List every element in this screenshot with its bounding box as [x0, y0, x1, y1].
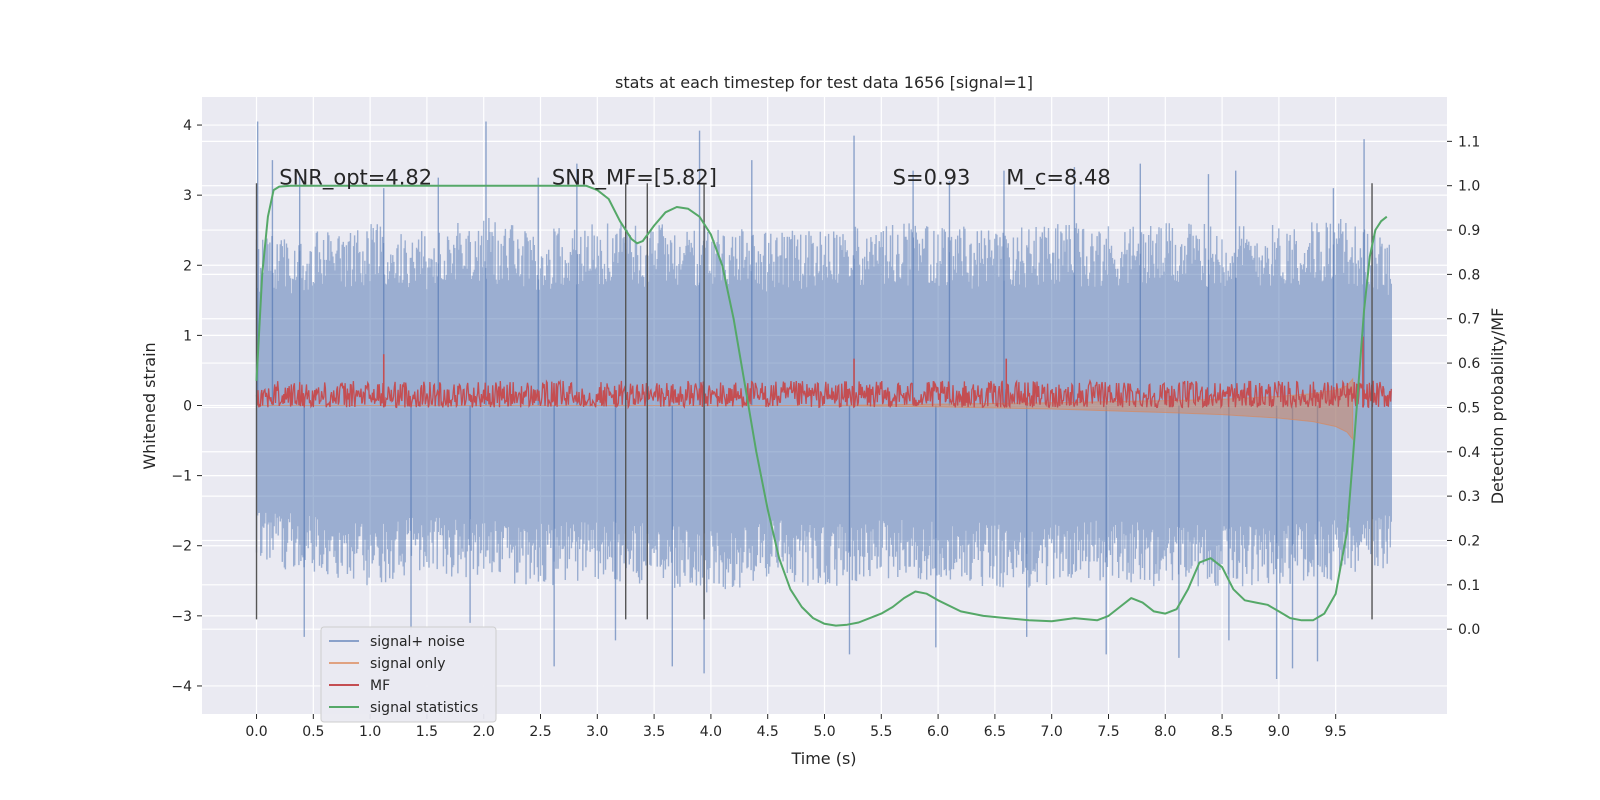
y2-tick-label: 0.8 [1458, 267, 1480, 283]
y2-tick-label: 1.1 [1458, 134, 1480, 150]
x-tick-label: 5.0 [813, 724, 835, 740]
y2-tick-label: 0.2 [1458, 533, 1480, 549]
y2-tick-label: 0.6 [1458, 356, 1480, 372]
y2-tick-label: 0.9 [1458, 223, 1480, 239]
y-axis-ticks: 4 3 2 1 0 −1 −2 −3 −4 [171, 118, 202, 695]
y-tick-label: −3 [171, 609, 192, 625]
y-tick-label: 2 [183, 258, 192, 274]
legend-box [320, 626, 497, 723]
y-tick-label: 3 [183, 188, 192, 204]
legend: signal+ noise signal only MF signal statist… [320, 626, 497, 723]
y2-axis-label: Detection probability/MF [1488, 308, 1507, 505]
x-tick-label: 8.0 [1154, 724, 1176, 740]
x-tick-label: 9.0 [1268, 724, 1290, 740]
x-axis-label: Time (s) [790, 749, 856, 768]
y-tick-label: 0 [183, 399, 192, 415]
y2-tick-label: 0.0 [1458, 622, 1480, 638]
x-tick-label: 5.5 [870, 724, 892, 740]
y-tick-label: 1 [183, 328, 192, 344]
chart-title: stats at each timestep for test data 165… [615, 73, 1033, 92]
legend-entry: MF [370, 678, 390, 694]
x-tick-label: 3.0 [586, 724, 608, 740]
y2-tick-label: 0.3 [1458, 489, 1480, 505]
x-tick-label: 1.5 [416, 724, 438, 740]
x-tick-label: 2.5 [529, 724, 551, 740]
y2-tick-label: 0.7 [1458, 312, 1480, 328]
legend-entry: signal+ noise [370, 634, 465, 650]
x-tick-label: 7.5 [1097, 724, 1119, 740]
mf-trace [255, 378, 1392, 410]
x-axis-ticks: 0.0 0.5 1.0 1.5 2.0 2.5 3.0 3.5 4.0 4.5 5.0 5.5 6.0 6… [245, 714, 1347, 740]
y2-tick-label: 0.5 [1458, 400, 1480, 416]
legend-entry: signal only [370, 656, 445, 672]
x-tick-label: 3.5 [643, 724, 665, 740]
y2-tick-label: 1.0 [1458, 179, 1480, 195]
y2-axis-ticks: 1.1 1.0 0.9 0.8 0.7 0.6 0.5 0.4 0.3 0.2 0.1 0.0 [1447, 134, 1480, 638]
signal-statistics-series [255, 184, 1388, 627]
legend-entry: signal statistics [370, 700, 478, 716]
y-tick-label: 4 [183, 118, 192, 134]
x-tick-label: 4.0 [700, 724, 722, 740]
signal-statistics-line [255, 184, 1388, 627]
marker-lines [255, 183, 1373, 620]
x-tick-label: 1.0 [359, 724, 381, 740]
y-tick-label: −1 [171, 469, 192, 485]
y-tick-label: −2 [171, 539, 192, 555]
y2-tick-label: 0.4 [1458, 445, 1480, 461]
x-tick-label: 6.5 [984, 724, 1006, 740]
annotation-text: S=0.93 [893, 166, 971, 190]
x-tick-label: 0.0 [245, 724, 267, 740]
x-tick-label: 0.5 [302, 724, 324, 740]
annotation-text: SNR_opt=4.82 [279, 166, 432, 191]
x-tick-label: 2.0 [473, 724, 495, 740]
annotations: SNR_opt=4.82 SNR_MF=[5.82] S=0.93 M_c=8.48 [279, 166, 1111, 191]
x-tick-label: 9.5 [1325, 724, 1347, 740]
x-tick-label: 8.5 [1211, 724, 1233, 740]
x-tick-label: 7.0 [1041, 724, 1063, 740]
x-tick-label: 4.5 [757, 724, 779, 740]
y2-tick-label: 0.1 [1458, 578, 1480, 594]
annotation-text: M_c=8.48 [1006, 166, 1111, 191]
y-axis-label: Whitened strain [140, 342, 159, 469]
y-tick-label: −4 [171, 679, 192, 695]
x-tick-label: 6.0 [927, 724, 949, 740]
mf-series [255, 336, 1392, 410]
annotation-text: SNR_MF=[5.82] [552, 166, 717, 191]
